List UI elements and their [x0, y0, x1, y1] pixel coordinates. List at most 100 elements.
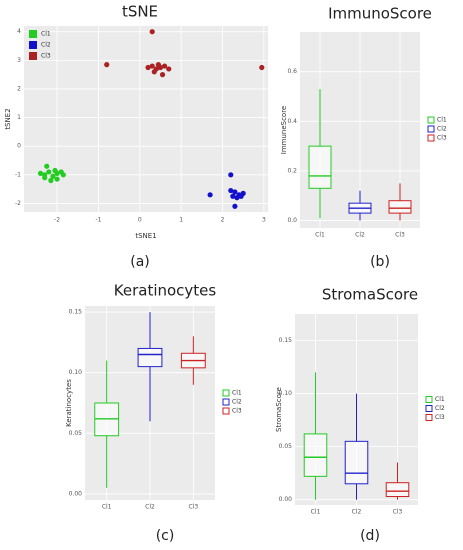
x-tick-label: 0 — [138, 217, 142, 224]
point — [151, 69, 157, 75]
x-tick-label: Cl2 — [145, 504, 155, 511]
y-axis-label: ImmuneScore — [280, 106, 288, 155]
y-tick-label: 1 — [17, 114, 21, 121]
legend-swatch — [29, 41, 37, 49]
x-tick-label: 1 — [179, 217, 183, 224]
point — [228, 187, 234, 194]
legend-label: Cl2 — [232, 399, 242, 406]
legend-label: Cl2 — [435, 405, 445, 412]
legend-swatch — [425, 405, 433, 412]
point — [50, 173, 56, 179]
x-tick-label: Cl2 — [352, 509, 362, 516]
chart-title: tSNE — [122, 3, 158, 21]
legend-label: Cl2 — [437, 126, 447, 133]
point — [166, 66, 172, 72]
point — [162, 63, 168, 69]
legend-swatch — [427, 125, 435, 133]
chart-title: Keratinocytes — [114, 282, 217, 300]
x-tick-label: -1 — [95, 217, 101, 224]
y-tick-label: -1 — [15, 171, 21, 178]
caption: (d) — [360, 528, 380, 544]
x-tick-label: 2 — [221, 217, 225, 224]
caption: (c) — [156, 528, 175, 544]
legend-label: Cl3 — [232, 408, 242, 415]
point — [232, 203, 238, 209]
y-tick-label: 0.6 — [287, 68, 297, 75]
y-tick-label: 0.0 — [287, 217, 297, 224]
legend-swatch — [29, 30, 37, 38]
legend-swatch — [222, 407, 230, 415]
legend-swatch — [427, 116, 435, 124]
point — [238, 193, 244, 199]
point — [42, 175, 48, 181]
y-tick-label: 0.05 — [279, 443, 293, 450]
point — [37, 170, 44, 176]
caption: (b) — [370, 254, 390, 270]
point — [207, 192, 213, 198]
point — [234, 195, 240, 201]
chart-title: StromaScore — [322, 286, 418, 304]
point — [230, 193, 236, 199]
legend-label: Cl2 — [41, 42, 51, 49]
legend-swatch — [425, 396, 433, 403]
x-tick-label: Cl3 — [395, 232, 405, 239]
plot-background — [24, 26, 268, 212]
legend-swatch — [425, 414, 433, 421]
x-tick-label: Cl2 — [355, 232, 365, 239]
box — [344, 440, 369, 485]
x-tick-label: Cl3 — [393, 509, 403, 516]
x-tick-label: Cl3 — [188, 504, 198, 511]
point — [145, 64, 151, 71]
box — [303, 433, 328, 477]
point — [155, 62, 162, 68]
point — [228, 172, 234, 178]
legend-label: Cl1 — [435, 396, 445, 403]
x-tick-label: Cl1 — [315, 232, 325, 239]
x-tick-label: -2 — [54, 217, 60, 224]
legend-swatch — [29, 52, 37, 60]
y-tick-label: 2 — [17, 85, 21, 92]
legend-label: Cl1 — [232, 390, 242, 397]
x-axis-label: tSNE1 — [135, 232, 156, 240]
y-axis-label: StromaScore — [275, 387, 283, 432]
box — [308, 145, 332, 189]
point — [46, 169, 52, 175]
legend-label: Cl1 — [41, 31, 51, 38]
y-tick-label: 3 — [17, 57, 21, 64]
legend-label: Cl3 — [437, 135, 447, 142]
x-tick-label: Cl1 — [102, 504, 112, 511]
legend-swatch — [222, 398, 230, 406]
point — [259, 64, 265, 71]
y-tick-label: 0.10 — [279, 390, 293, 397]
point — [44, 163, 50, 169]
y-axis-label: tSNE2 — [4, 108, 12, 129]
chart-title: ImmunoScore — [328, 5, 432, 23]
point — [149, 63, 155, 69]
y-tick-label: 0.00 — [279, 496, 293, 503]
y-tick-label: 0.2 — [287, 167, 297, 174]
point — [60, 172, 66, 178]
x-tick-label: Cl1 — [311, 509, 321, 516]
legend-label: Cl3 — [41, 53, 51, 60]
y-tick-label: 0.15 — [279, 337, 293, 344]
point — [149, 29, 155, 35]
legend-label: Cl1 — [437, 117, 447, 124]
y-tick-label: 4 — [17, 28, 21, 35]
legend-swatch — [222, 389, 230, 397]
box — [388, 200, 412, 214]
box — [137, 347, 163, 368]
point — [232, 189, 238, 195]
legend-swatch — [427, 134, 435, 142]
y-tick-label: -2 — [15, 200, 21, 207]
point — [52, 167, 58, 174]
y-tick-label: 0.10 — [69, 369, 83, 376]
legend-label: Cl3 — [435, 414, 445, 421]
caption: (a) — [130, 254, 150, 270]
y-tick-label: 0 — [17, 143, 21, 150]
point — [48, 177, 54, 184]
y-tick-label: 0.4 — [287, 118, 297, 125]
box — [385, 482, 410, 498]
point — [159, 72, 166, 78]
y-tick-label: 0.05 — [69, 430, 83, 437]
